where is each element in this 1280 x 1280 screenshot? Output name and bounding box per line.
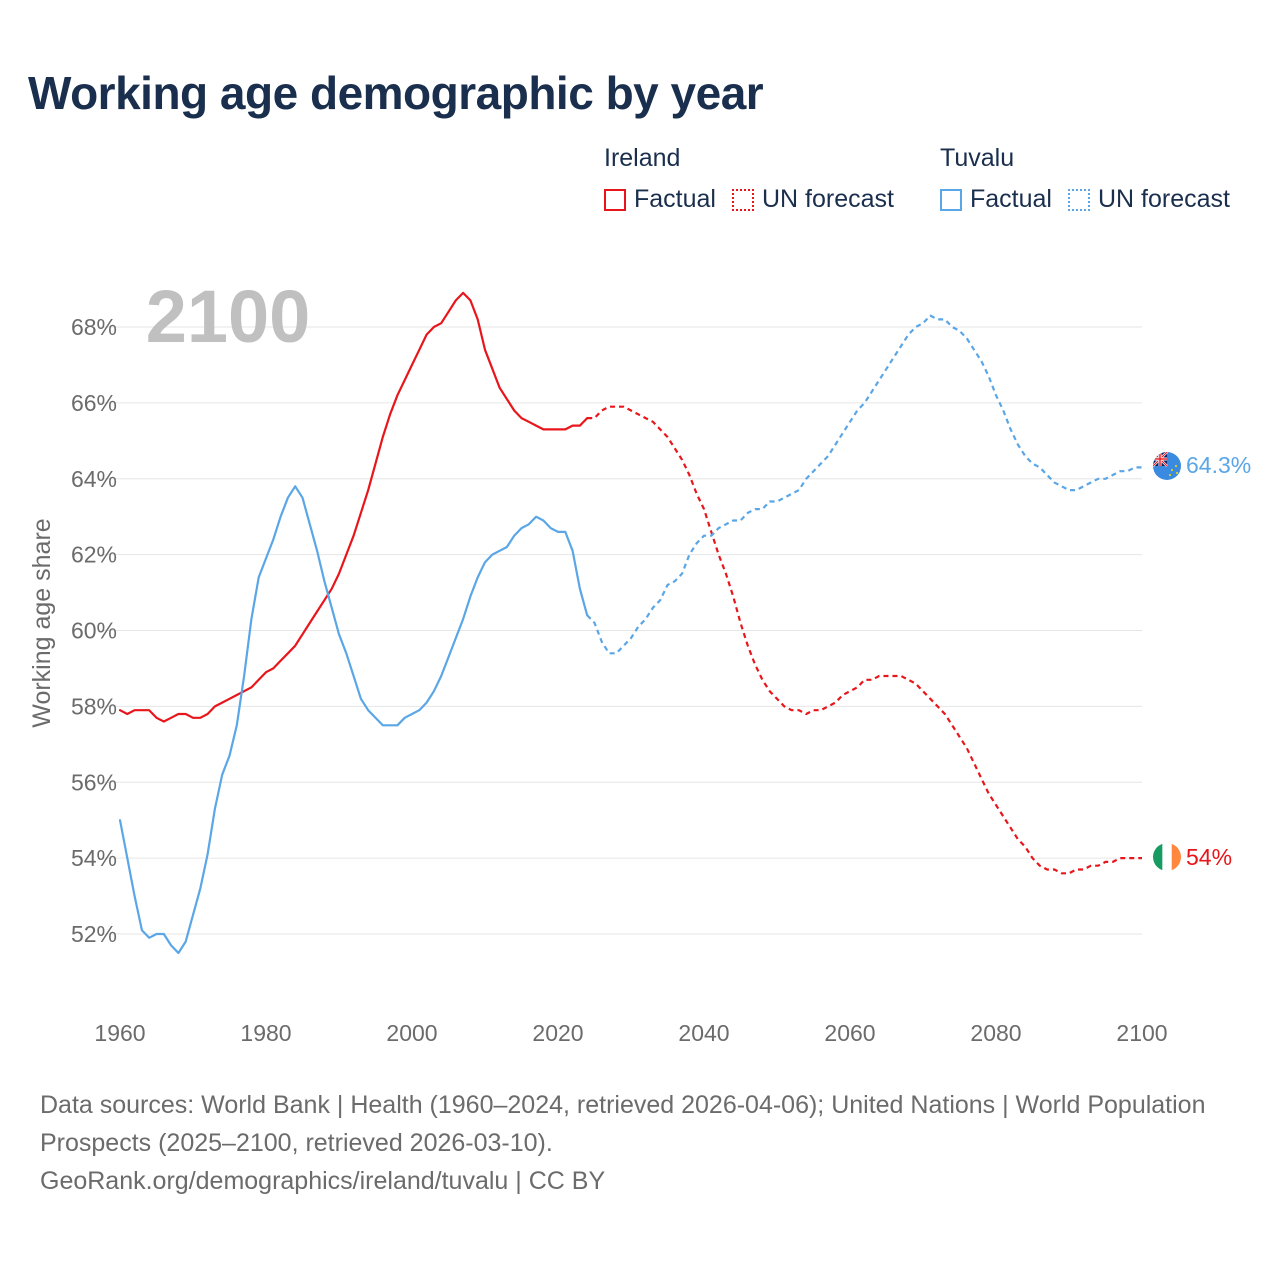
end-label-tuvalu: 64.3% [1186, 452, 1251, 478]
chart-title: Working age demographic by year [28, 67, 764, 119]
legend-swatch-ireland-forecast [731, 188, 754, 211]
y-tick-label: 68% [71, 314, 117, 340]
legend-tuvalu-factual[interactable]: Factual [940, 185, 1052, 214]
line-chart: 52% 54% 56% 58% 60% 62% 64% 66% 68% 1960 1980 2000 2… [28, 275, 1251, 1046]
legend-tuvalu-forecast[interactable]: UN forecast [1067, 185, 1230, 214]
data-sources: Data sources: World Bank | Health (1960–… [40, 1091, 1206, 1157]
end-label-ireland: 54% [1186, 844, 1232, 870]
legend-ireland-name: Ireland [604, 144, 681, 172]
legend-swatch-tuvalu-forecast [1067, 188, 1090, 211]
y-tick-label: 62% [71, 542, 117, 568]
legend-tuvalu: Tuvalu Factual UN forecast [940, 144, 1230, 214]
legend-ireland-factual[interactable]: Factual [604, 185, 716, 214]
series-line-ireland-forecast[interactable] [587, 405, 1142, 875]
y-tick-label: 58% [71, 693, 117, 719]
x-tick-label: 2100 [1116, 1020, 1167, 1046]
legend-tuvalu-name: Tuvalu [940, 144, 1015, 172]
x-tick-label: 2080 [970, 1020, 1021, 1046]
series-line-ireland-factual[interactable] [118, 291, 589, 723]
y-tick-label: 60% [71, 618, 117, 644]
y-tick-label: 52% [71, 921, 117, 947]
year-watermark: 2100 [146, 275, 311, 358]
legend-swatch-ireland-factual [604, 188, 626, 211]
y-tick-label: 56% [71, 769, 117, 795]
y-tick-label: 64% [71, 466, 117, 492]
legend-ireland-forecast[interactable]: UN forecast [731, 185, 894, 214]
legend-swatch-tuvalu-factual [940, 188, 962, 211]
legend-ireland-factual-label: Factual [634, 185, 716, 213]
y-axis-title: Working age share [28, 518, 56, 727]
y-tick-label: 54% [71, 845, 117, 871]
x-tick-label: 2000 [386, 1020, 437, 1046]
legend-tuvalu-forecast-label: UN forecast [1097, 185, 1230, 213]
flag-ireland-icon [1153, 843, 1181, 871]
x-tick-label: 2040 [678, 1020, 729, 1046]
legend-ireland-forecast-label: UN forecast [761, 185, 894, 213]
legend-tuvalu-factual-label: Factual [970, 185, 1052, 213]
y-tick-label: 66% [71, 390, 117, 416]
x-tick-label: 1960 [94, 1020, 145, 1046]
x-tick-label: 2060 [824, 1020, 875, 1046]
credit-link[interactable]: GeoRank.org/demographics/ireland/tuvalu … [40, 1167, 606, 1195]
legend-ireland: Ireland Factual UN forecast [604, 144, 910, 214]
series-line-tuvalu-forecast[interactable] [586, 314, 1142, 655]
x-tick-label: 1980 [240, 1020, 291, 1046]
flag-tuvalu-icon [1153, 452, 1181, 480]
footer: Data sources: World Bank | Health (1960–… [40, 1086, 1240, 1200]
series-line-tuvalu-factual[interactable] [118, 485, 589, 955]
x-tick-label: 2020 [532, 1020, 583, 1046]
